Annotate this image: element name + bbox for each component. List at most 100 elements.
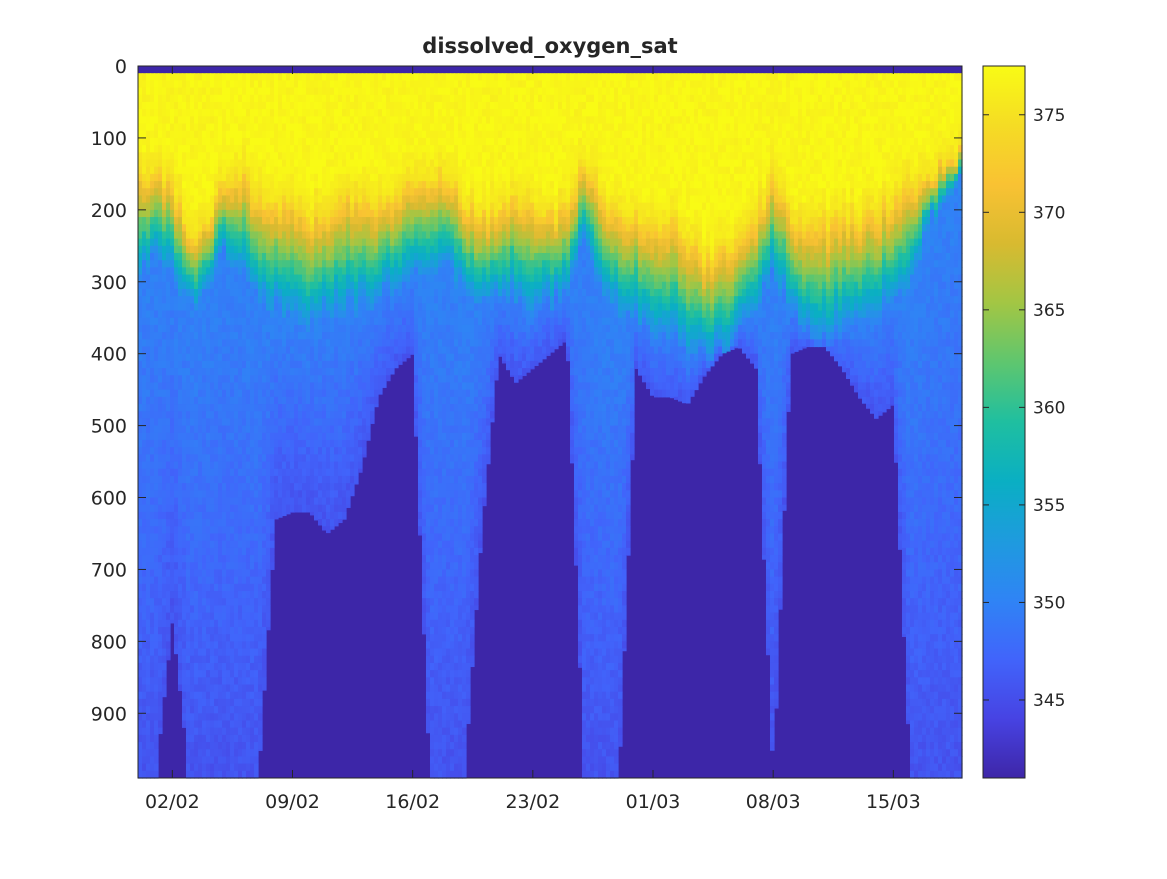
heatmap-cell (322, 80, 327, 89)
heatmap-cell (214, 123, 219, 132)
heatmap-cell (306, 274, 311, 283)
heatmap-cell (262, 101, 267, 110)
heatmap-cell (370, 224, 375, 233)
heatmap-cell (294, 195, 299, 204)
heatmap-cell (306, 231, 311, 240)
heatmap-cell (206, 166, 211, 175)
heatmap-cell (210, 360, 215, 369)
heatmap-cell (318, 94, 323, 103)
heatmap-cell (318, 245, 323, 254)
heatmap-cell (342, 411, 347, 420)
heatmap-cell (250, 569, 255, 578)
heatmap-cell (258, 145, 263, 153)
heatmap-cell (206, 130, 211, 139)
heatmap-cell (258, 555, 263, 563)
heatmap-cell (242, 353, 247, 362)
heatmap-cell (182, 181, 187, 189)
heatmap-cell (142, 252, 147, 261)
heatmap-cell (370, 159, 375, 168)
heatmap-cell (186, 547, 191, 556)
heatmap-cell (342, 130, 347, 139)
heatmap-cell (270, 454, 275, 463)
heatmap-cell (206, 483, 211, 491)
heatmap-cell (306, 303, 311, 312)
heatmap-cell (162, 677, 167, 686)
heatmap-cell (182, 655, 187, 664)
heatmap-cell (226, 375, 231, 384)
heatmap-cell (282, 109, 287, 117)
heatmap-cell (286, 360, 291, 369)
heatmap-cell (354, 353, 359, 362)
heatmap-cell (282, 159, 287, 168)
heatmap-cell (170, 145, 175, 153)
heatmap-cell (258, 353, 263, 362)
heatmap-cell (386, 296, 391, 304)
heatmap-cell (178, 238, 183, 247)
heatmap-cell (206, 533, 211, 542)
heatmap-cell (258, 217, 263, 225)
heatmap-cell (242, 461, 247, 470)
heatmap-cell (338, 288, 343, 297)
heatmap-cell (266, 389, 271, 398)
heatmap-cell (174, 116, 179, 125)
heatmap-cell (358, 296, 363, 304)
heatmap-cell (178, 137, 183, 146)
heatmap-cell (190, 439, 195, 448)
heatmap-cell (230, 166, 235, 175)
heatmap-cell (310, 267, 315, 276)
heatmap-cell (378, 73, 383, 81)
heatmap-cell (282, 511, 287, 517)
heatmap-cell (186, 396, 191, 405)
heatmap-cell (254, 626, 259, 635)
heatmap-cell (286, 137, 291, 146)
heatmap-cell (158, 720, 163, 729)
heatmap-cell (362, 159, 367, 168)
heatmap-cell (170, 547, 175, 556)
heatmap-cell (210, 353, 215, 362)
heatmap-cell (146, 569, 151, 578)
heatmap-cell (250, 166, 255, 175)
heatmap-cell (318, 353, 323, 362)
heatmap-cell (322, 209, 327, 218)
heatmap-cell (218, 73, 223, 81)
heatmap-cell (218, 375, 223, 384)
heatmap-cell (214, 130, 219, 139)
heatmap-cell (242, 641, 247, 650)
heatmap-cell (138, 742, 143, 750)
heatmap-cell (278, 260, 283, 268)
heatmap-cell (166, 267, 171, 276)
heatmap-cell (298, 389, 303, 398)
heatmap-cell (218, 605, 223, 614)
heatmap-cell (234, 691, 239, 700)
heatmap-cell (362, 396, 367, 405)
heatmap-cell (186, 576, 191, 585)
heatmap-cell (174, 87, 179, 96)
heatmap-cell (294, 497, 299, 506)
heatmap-cell (390, 195, 395, 204)
heatmap-cell (318, 454, 323, 463)
heatmap-cell (230, 252, 235, 261)
heatmap-cell (358, 432, 363, 441)
heatmap-cell (314, 173, 319, 182)
heatmap-cell (226, 447, 231, 455)
heatmap-cell (194, 73, 199, 81)
heatmap-cell (310, 94, 315, 103)
heatmap-cell (186, 519, 191, 527)
heatmap-cell (338, 116, 343, 125)
heatmap-cell (390, 80, 395, 89)
heatmap-cell (290, 317, 295, 326)
heatmap-cell (162, 109, 167, 117)
heatmap-cell (306, 404, 311, 412)
heatmap-cell (234, 310, 239, 319)
heatmap-cell (258, 375, 263, 384)
heatmap-cell (182, 461, 187, 470)
heatmap-column (282, 73, 287, 517)
heatmap-cell (198, 260, 203, 268)
heatmap-cell (342, 145, 347, 153)
heatmap-cell (222, 591, 227, 599)
heatmap-cell (266, 87, 271, 96)
heatmap-cell (254, 742, 259, 750)
heatmap-cell (202, 555, 207, 563)
heatmap-cell (314, 288, 319, 297)
heatmap-cell (314, 504, 319, 513)
